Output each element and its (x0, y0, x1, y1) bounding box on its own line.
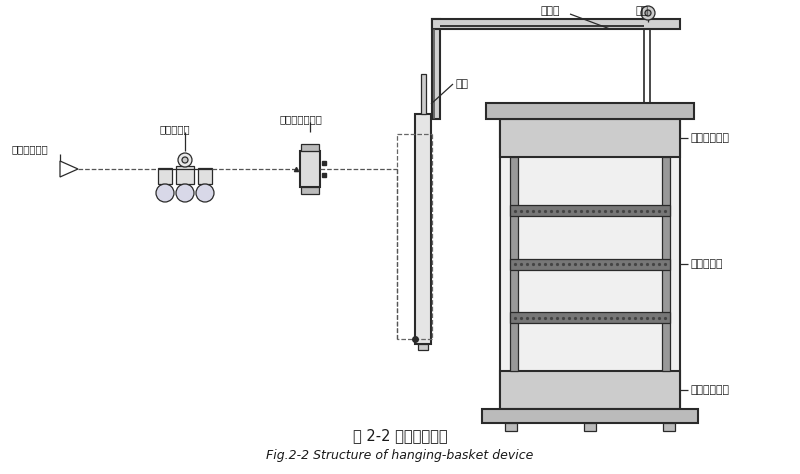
Bar (300, 151, 320, 187)
Bar (663, 423, 675, 431)
Bar (415, 114, 431, 344)
Bar (301, 144, 319, 151)
Circle shape (641, 6, 655, 20)
Circle shape (645, 10, 651, 16)
Bar (432, 19, 680, 29)
Text: 三位五通电磁阀: 三位五通电磁阀 (280, 114, 323, 124)
Bar (486, 103, 694, 119)
Bar (432, 19, 440, 119)
Text: Fig.2-2 Structure of hanging-basket device: Fig.2-2 Structure of hanging-basket devi… (266, 449, 534, 463)
Text: 样品架组件: 样品架组件 (690, 259, 722, 269)
Bar (482, 409, 698, 423)
Text: 顶部密封装置: 顶部密封装置 (690, 133, 729, 143)
Bar (500, 371, 680, 409)
Text: 钉丝绳: 钉丝绳 (540, 6, 559, 16)
Circle shape (176, 184, 194, 202)
Bar (500, 119, 680, 157)
Text: 气源三联件: 气源三联件 (160, 124, 190, 134)
Text: 图 2-2 吸篹冲击装置: 图 2-2 吸篹冲击装置 (353, 428, 447, 444)
Bar (158, 168, 172, 184)
Bar (510, 205, 670, 216)
Circle shape (178, 153, 192, 167)
Bar (198, 168, 212, 184)
Text: 压缩空气进入: 压缩空气进入 (12, 144, 49, 154)
Bar (510, 258, 670, 270)
Bar (505, 423, 517, 431)
Bar (510, 157, 518, 371)
Bar (662, 157, 670, 371)
Bar (510, 312, 670, 323)
Bar (176, 166, 194, 184)
Text: 底部密封装置: 底部密封装置 (690, 385, 729, 395)
Circle shape (182, 157, 188, 163)
Bar (421, 74, 426, 114)
Text: 滚轮: 滚轮 (635, 6, 648, 16)
Bar (301, 187, 319, 194)
Circle shape (196, 184, 214, 202)
Circle shape (156, 184, 174, 202)
Bar (418, 344, 428, 350)
Bar (584, 423, 596, 431)
Text: 气缸: 气缸 (455, 79, 468, 89)
Bar (500, 119, 680, 409)
